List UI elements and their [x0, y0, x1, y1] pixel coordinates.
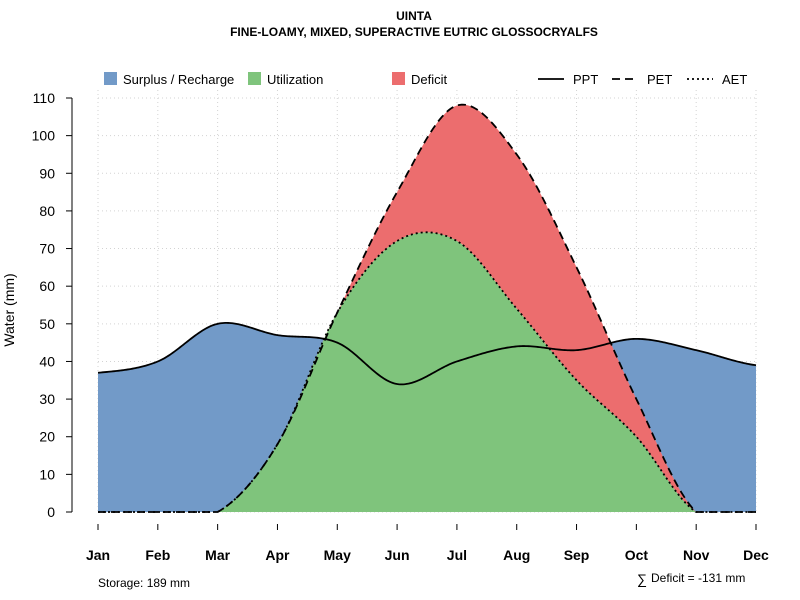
x-tick-label-dec: Dec	[743, 547, 769, 563]
series-lines	[97, 103, 757, 513]
y-tick-label-0: 0	[47, 504, 55, 520]
x-tick-label-may: May	[324, 547, 351, 563]
area-deficit	[98, 104, 756, 512]
legend-label-aet: AET	[722, 72, 747, 87]
x-tick-label-mar: Mar	[205, 547, 230, 563]
chart-title: UINTA	[396, 9, 432, 23]
series-line-pet	[98, 103, 756, 513]
x-tick-label-aug: Aug	[503, 547, 530, 563]
legend-label-ppt: PPT	[573, 72, 598, 87]
series-line-aet	[98, 231, 756, 513]
y-tick-label-90: 90	[39, 165, 55, 181]
legend-label-surplus-recharge: Surplus / Recharge	[123, 72, 234, 87]
legend-label-deficit: Deficit	[411, 72, 448, 87]
series-line-ppt	[97, 321, 757, 386]
water-areas	[98, 104, 756, 512]
y-tick-label-60: 60	[39, 278, 55, 294]
x-tick-label-apr: Apr	[265, 547, 290, 563]
y-tick-label-50: 50	[39, 316, 55, 332]
y-tick-label-100: 100	[32, 128, 56, 144]
legend-swatch-utilization	[248, 72, 261, 85]
storage-note: Storage: 189 mm	[98, 576, 190, 590]
x-tick-label-oct: Oct	[625, 547, 649, 563]
axes: 0 10 20 30 40 50 60 70 80 90 100 110 Jan Feb Mar Apr May…	[32, 90, 769, 563]
legend-swatch-surplus-recharge	[104, 72, 117, 85]
y-tick-label-80: 80	[39, 203, 55, 219]
y-tick-label-70: 70	[39, 241, 55, 257]
legend-swatch-deficit	[392, 72, 405, 85]
legend-label-utilization: Utilization	[267, 72, 323, 87]
x-tick-label-sep: Sep	[564, 547, 590, 563]
x-tick-label-feb: Feb	[145, 547, 170, 563]
x-tick-label-nov: Nov	[683, 547, 710, 563]
x-tick-label-jan: Jan	[86, 547, 110, 563]
y-tick-label-40: 40	[39, 353, 55, 369]
deficit-sum-symbol: ∑	[637, 571, 647, 587]
area-utilization	[98, 232, 756, 512]
y-tick-label-20: 20	[39, 429, 55, 445]
chart-subtitle: FINE-LOAMY, MIXED, SUPERACTIVE EUTRIC GL…	[230, 25, 598, 39]
y-axis-label: Water (mm)	[1, 273, 17, 346]
x-tick-label-jul: Jul	[447, 547, 467, 563]
y-tick-label-10: 10	[39, 466, 55, 482]
x-tick-label-jun: Jun	[385, 547, 410, 563]
legend: Surplus / Recharge Utilization Deficit PPT P…	[104, 72, 747, 87]
y-tick-label-30: 30	[39, 391, 55, 407]
deficit-note: Deficit = -131 mm	[651, 571, 745, 585]
y-tick-label-110: 110	[33, 90, 56, 106]
legend-label-pet: PET	[647, 72, 672, 87]
